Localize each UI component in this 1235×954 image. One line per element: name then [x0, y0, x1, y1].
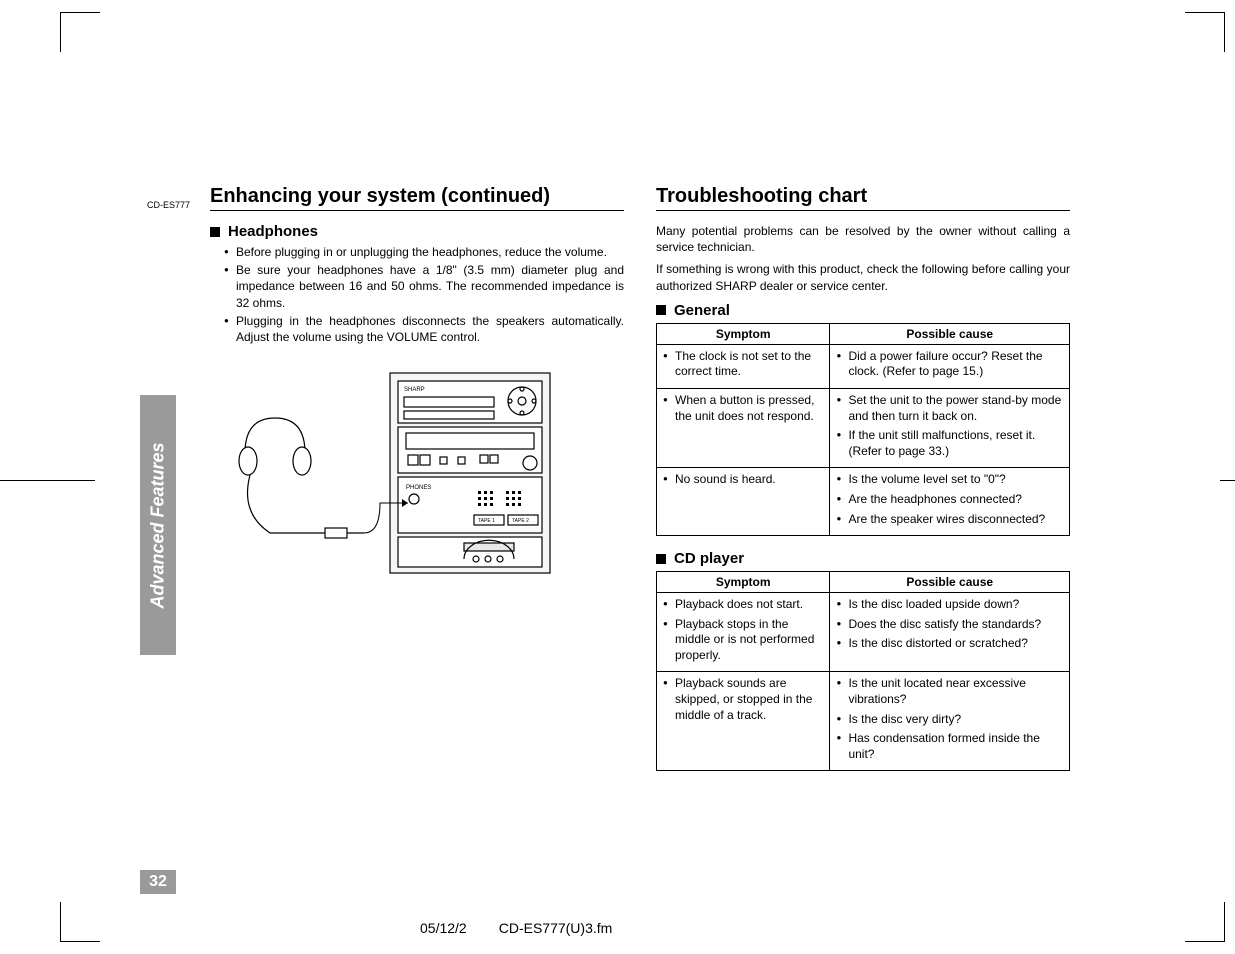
cd-player-heading-label: CD player [674, 550, 744, 567]
th-symptom: Symptom [657, 572, 830, 593]
svg-text:SHARP: SHARP [404, 387, 425, 393]
footer-date: 05/12/2 [420, 920, 467, 936]
square-bullet-icon [656, 554, 666, 564]
square-bullet-icon [210, 227, 220, 237]
cause-text: Is the disc distorted or scratched? [836, 636, 1063, 652]
title-underline [210, 210, 624, 211]
cd-player-heading: CD player [656, 550, 1070, 567]
cause-text: Has condensation formed inside the unit? [836, 731, 1063, 762]
bullet-item: Plugging in the headphones disconnects t… [224, 313, 624, 345]
left-title: Enhancing your system (continued) [210, 185, 624, 208]
cause-text: If the unit still malfunctions, reset it… [836, 428, 1063, 459]
symptom-text: No sound is heard. [663, 472, 823, 488]
model-label: CD-ES777 [147, 200, 190, 210]
th-cause: Possible cause [830, 572, 1070, 593]
svg-text:TAPE 2: TAPE 2 [512, 518, 529, 524]
section-tab-label: Advanced Features [148, 442, 169, 608]
section-tab: Advanced Features [140, 395, 176, 655]
cause-text: Did a power failure occur? Reset the clo… [836, 349, 1063, 380]
footer-file: CD-ES777(U)3.fm [499, 920, 613, 936]
page-content: CD-ES777 Advanced Features 32 Enhancing … [85, 30, 1210, 950]
th-cause: Possible cause [830, 323, 1070, 344]
title-underline [656, 210, 1070, 211]
headphones-heading: Headphones [210, 223, 624, 240]
intro-paragraph-1: Many potential problems can be resolved … [656, 223, 1070, 255]
headphones-bullets: Before plugging in or unplugging the hea… [210, 244, 624, 345]
symptom-text: Playback sounds are skipped, or stopped … [663, 676, 823, 723]
bullet-item: Be sure your headphones have a 1/8" (3.5… [224, 262, 624, 311]
crop-mark-mid-left [0, 480, 95, 481]
cause-text: Is the volume level set to "0"? [836, 472, 1063, 488]
cause-text: Are the speaker wires disconnected? [836, 512, 1063, 528]
left-column: Enhancing your system (continued) Headph… [210, 185, 624, 785]
crop-mark-mid-right [1220, 480, 1235, 481]
th-symptom: Symptom [657, 323, 830, 344]
cd-player-table: Symptom Possible cause Playback does not… [656, 571, 1070, 771]
cause-text: Are the headphones connected? [836, 492, 1063, 508]
footer: 05/12/2 CD-ES777(U)3.fm [420, 920, 612, 936]
symptom-text: Playback stops in the middle or is not p… [663, 617, 823, 664]
intro-paragraph-2: If something is wrong with this product,… [656, 261, 1070, 293]
right-title: Troubleshooting chart [656, 185, 1070, 208]
symptom-text: The clock is not set to the correct time… [663, 349, 823, 380]
general-table: Symptom Possible cause The clock is not … [656, 323, 1070, 536]
symptom-text: When a button is pressed, the unit does … [663, 393, 823, 424]
cause-text: Does the disc satisfy the standards? [836, 617, 1063, 633]
svg-text:TAPE 1: TAPE 1 [478, 518, 495, 524]
right-column: Troubleshooting chart Many potential pro… [656, 185, 1070, 785]
cause-text: Set the unit to the power stand-by mode … [836, 393, 1063, 424]
square-bullet-icon [656, 305, 666, 315]
headphones-heading-label: Headphones [228, 223, 318, 240]
cause-text: Is the disc loaded upside down? [836, 597, 1063, 613]
general-heading: General [656, 302, 1070, 319]
general-heading-label: General [674, 302, 730, 319]
page-number: 32 [140, 870, 176, 894]
headphones-connection-illustration: SHARP PHONES [230, 363, 570, 583]
symptom-text: Playback does not start. [663, 597, 823, 613]
svg-text:PHONES: PHONES [406, 485, 431, 491]
cause-text: Is the unit located near excessive vibra… [836, 676, 1063, 707]
cause-text: Is the disc very dirty? [836, 712, 1063, 728]
bullet-item: Before plugging in or unplugging the hea… [224, 244, 624, 260]
